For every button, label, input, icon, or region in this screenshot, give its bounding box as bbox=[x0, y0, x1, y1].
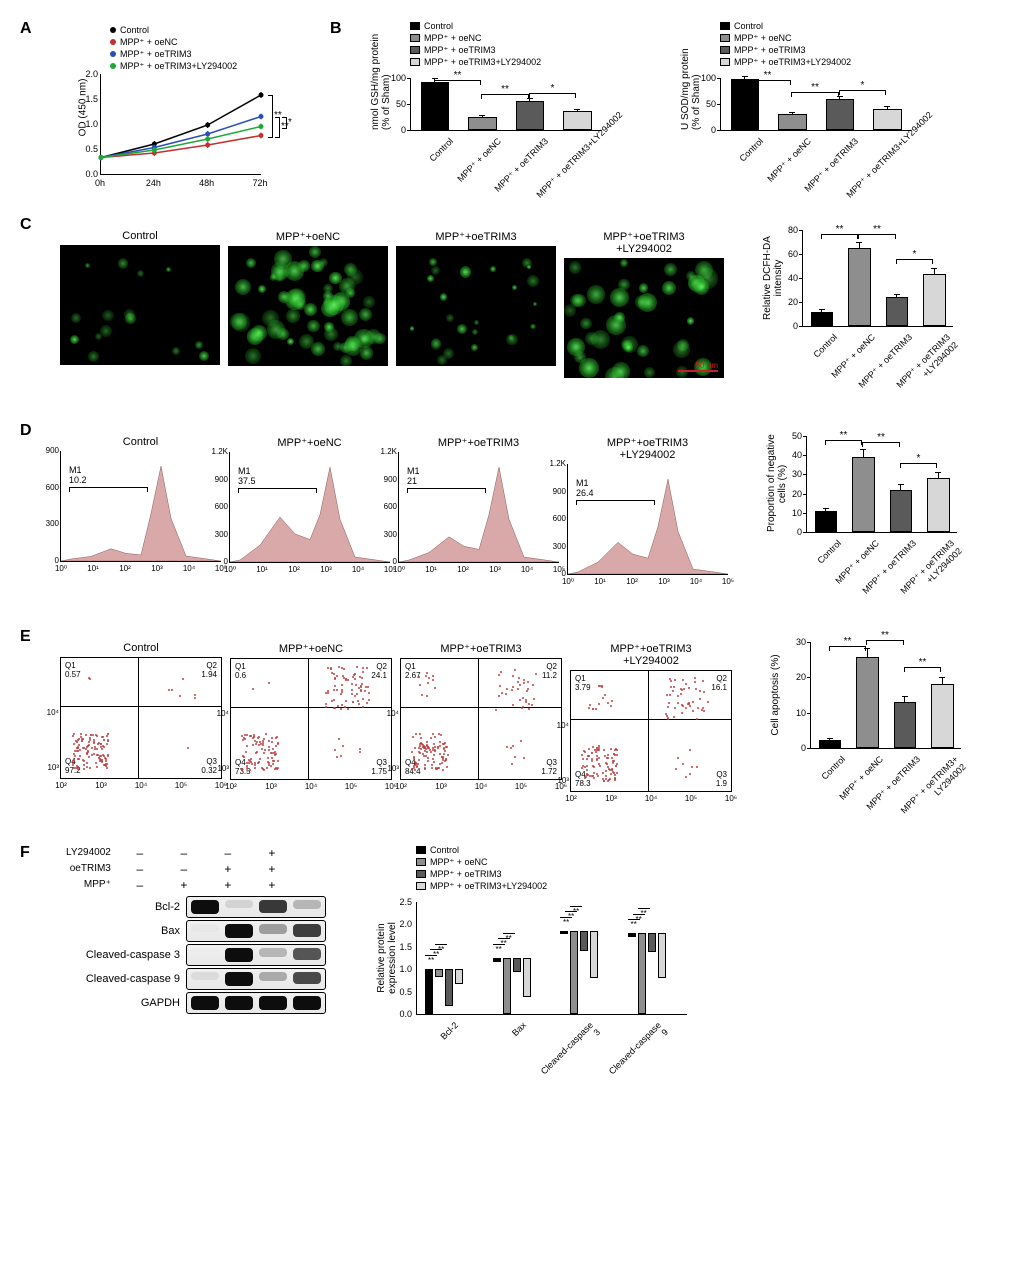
panel-f-westernblot: LY294002–––+oeTRIM3––++MPP⁺–+++Bcl-2BaxC… bbox=[60, 844, 696, 1074]
panel-a-linechart: ControlMPP⁺ + oeNCMPP⁺ + oeTRIM3MPP⁺ + o… bbox=[60, 64, 280, 194]
panel-e-scatters: Control10³10⁴10²10³10⁴10⁵10⁶Q10.57Q21.94… bbox=[60, 642, 740, 792]
panel-label-a: A bbox=[20, 20, 32, 38]
panel-label-e: E bbox=[20, 628, 31, 646]
panel-e-barchart: 0102030Cell apoptosis (%)ControlMPP⁺ + o… bbox=[760, 628, 970, 808]
panel-b-chart-sod: ControlMPP⁺ + oeNCMPP⁺ + oeTRIM3MPP⁺ + o… bbox=[670, 20, 920, 190]
panel-label-b: B bbox=[330, 20, 342, 38]
panel-a-legend: ControlMPP⁺ + oeNCMPP⁺ + oeTRIM3MPP⁺ + o… bbox=[110, 24, 237, 72]
figure-root: A ControlMPP⁺ + oeNCMPP⁺ + oeTRIM3MPP⁺ +… bbox=[20, 20, 1000, 1104]
panel-label-c: C bbox=[20, 216, 32, 234]
panel-d-barchart: 01020304050Proportion of negativecells (… bbox=[756, 422, 966, 592]
panel-c-barchart: 020406080Relative DCFH-DAintensityContro… bbox=[752, 216, 962, 386]
panel-d-histograms: Control030060090010⁰10¹10²10³10⁴10⁵M110.… bbox=[60, 436, 736, 575]
panel-b-chart-gsh: ControlMPP⁺ + oeNCMPP⁺ + oeTRIM3MPP⁺ + o… bbox=[360, 20, 610, 190]
panel-label-d: D bbox=[20, 422, 32, 440]
panel-c-images: ControlMPP⁺+oeNCMPP⁺+oeTRIM3MPP⁺+oeTRIM3… bbox=[60, 230, 732, 378]
panel-b-container: ControlMPP⁺ + oeNCMPP⁺ + oeTRIM3MPP⁺ + o… bbox=[360, 20, 920, 190]
panel-label-f: F bbox=[20, 844, 30, 862]
panel-f-barchart: ControlMPP⁺ + oeNCMPP⁺ + oeTRIM3MPP⁺ + o… bbox=[366, 844, 696, 1074]
